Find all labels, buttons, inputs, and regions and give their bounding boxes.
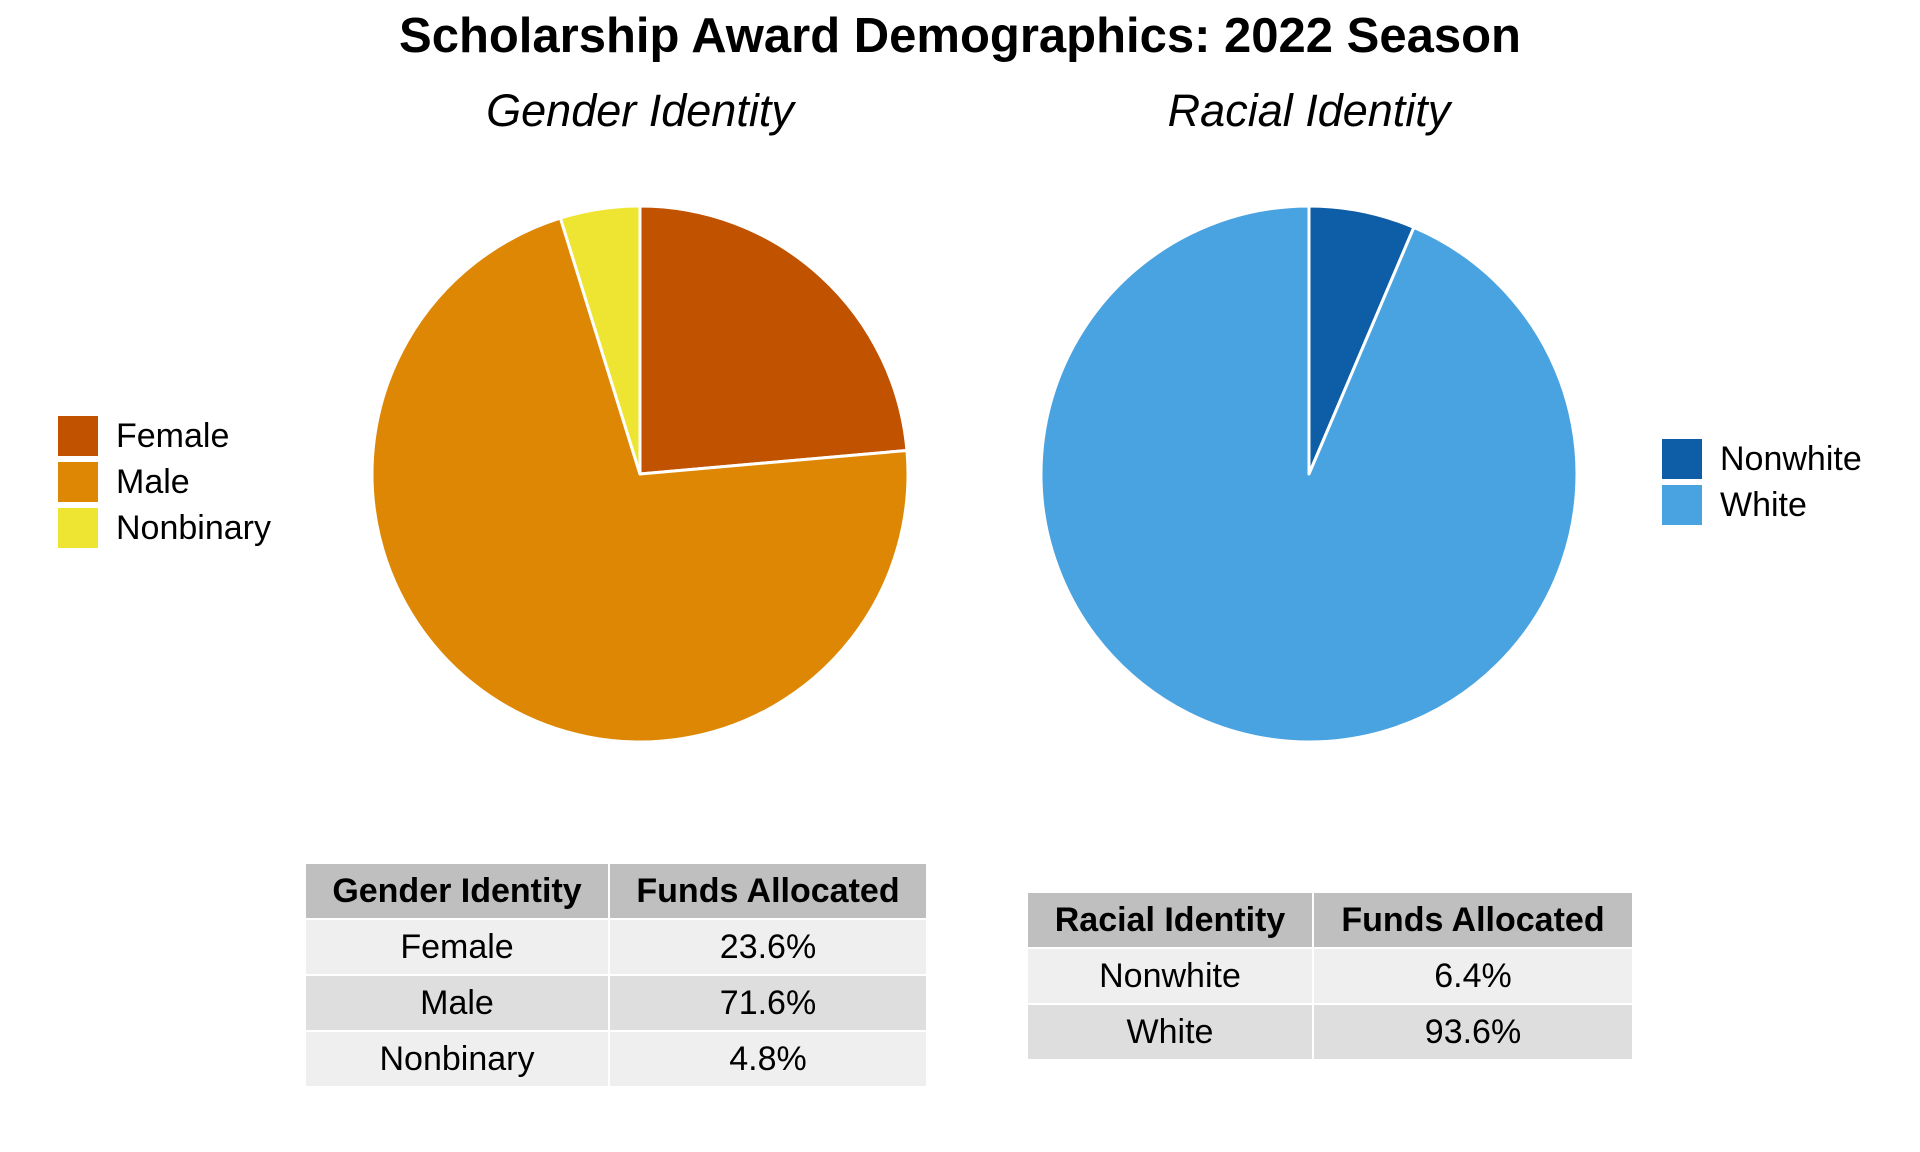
table-cell: Nonbinary bbox=[304, 1030, 610, 1088]
main-title: Scholarship Award Demographics: 2022 Sea… bbox=[399, 9, 1521, 63]
legend-swatch-nonbinary bbox=[58, 508, 98, 548]
legend-label-male: Male bbox=[116, 463, 190, 501]
legend-label-nonwhite: Nonwhite bbox=[1720, 440, 1862, 478]
table-cell: 23.6% bbox=[608, 918, 928, 976]
racial-legend: Nonwhite White bbox=[1662, 439, 1862, 525]
table-row: Nonwhite 6.4% bbox=[1026, 947, 1634, 1005]
table-cell: 4.8% bbox=[608, 1030, 928, 1088]
table-row: Female 23.6% bbox=[304, 918, 928, 976]
pie-slice-female bbox=[638, 204, 909, 476]
racial-pie-title: Racial Identity bbox=[1168, 85, 1453, 136]
table-header-row: Gender Identity Funds Allocated bbox=[304, 862, 928, 920]
pie-slice-white bbox=[1039, 204, 1579, 744]
gender-legend: Female Male Nonbinary bbox=[58, 416, 271, 548]
table-cell: Female bbox=[304, 918, 610, 976]
legend-label-white: White bbox=[1720, 486, 1807, 524]
pie-slice-male bbox=[370, 216, 910, 744]
table-header-cell: Funds Allocated bbox=[1312, 891, 1634, 949]
legend-swatch-white bbox=[1662, 485, 1702, 525]
racial-funds-table: Racial Identity Funds Allocated Nonwhite… bbox=[1026, 891, 1634, 1061]
gender-funds-table: Gender Identity Funds Allocated Female 2… bbox=[304, 862, 928, 1088]
table-cell: 93.6% bbox=[1312, 1003, 1634, 1061]
legend-swatch-female bbox=[58, 416, 98, 456]
gender-pie-title: Gender Identity bbox=[486, 85, 796, 136]
table-row: Male 71.6% bbox=[304, 974, 928, 1032]
gender-pie bbox=[370, 204, 910, 744]
legend-swatch-male bbox=[58, 462, 98, 502]
table-cell: White bbox=[1026, 1003, 1314, 1061]
legend-swatch-nonwhite bbox=[1662, 439, 1702, 479]
table-header-cell: Funds Allocated bbox=[608, 862, 928, 920]
racial-pie bbox=[1039, 204, 1579, 744]
legend-label-female: Female bbox=[116, 417, 229, 455]
table-cell: Male bbox=[304, 974, 610, 1032]
table-cell: Nonwhite bbox=[1026, 947, 1314, 1005]
table-header-cell: Racial Identity bbox=[1026, 891, 1314, 949]
table-cell: 71.6% bbox=[608, 974, 928, 1032]
table-cell: 6.4% bbox=[1312, 947, 1634, 1005]
table-row: White 93.6% bbox=[1026, 1003, 1634, 1061]
table-header-row: Racial Identity Funds Allocated bbox=[1026, 891, 1634, 949]
pie-slice-nonbinary bbox=[558, 204, 642, 476]
table-row: Nonbinary 4.8% bbox=[304, 1030, 928, 1088]
legend-label-nonbinary: Nonbinary bbox=[116, 509, 271, 547]
table-header-cell: Gender Identity bbox=[304, 862, 610, 920]
